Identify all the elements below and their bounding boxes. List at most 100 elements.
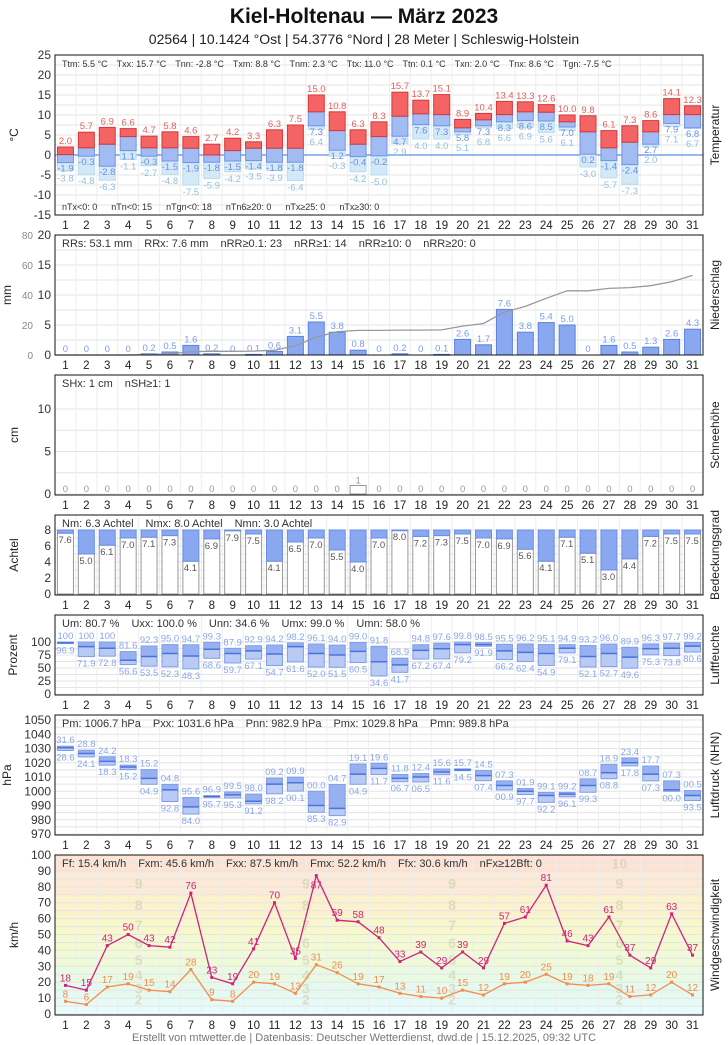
x-tick-label: 17: [394, 600, 407, 612]
min-bar: [537, 111, 555, 122]
tgmin-label: -5.0: [371, 177, 387, 188]
stat: Tgn: -7.5 °C: [563, 59, 612, 69]
precip-label: 0: [126, 344, 131, 355]
mean_max-label: 19: [269, 972, 281, 983]
mean_max-point: [252, 980, 256, 984]
max-label: 89.9: [621, 636, 640, 647]
y-tick-label: 1020: [24, 756, 51, 770]
beaufort-label: 8: [302, 897, 310, 913]
max-label: 100: [58, 631, 74, 642]
lower-range-bar: [140, 656, 158, 667]
gust-label: 29: [645, 956, 657, 967]
mean_max-point: [586, 983, 590, 987]
y-tick-label: 0: [44, 487, 51, 501]
x-tick-label: 6: [167, 500, 173, 512]
x-tick-label: 28: [623, 700, 636, 712]
gust-point: [377, 936, 381, 940]
gust-point: [189, 891, 193, 895]
precip-label: 0: [585, 344, 590, 355]
gust-label: 29: [436, 956, 448, 967]
lower-range-bar: [433, 648, 451, 660]
gust-label: 70: [269, 891, 281, 902]
cloud-label: 6.9: [205, 541, 218, 552]
upper-range-bar: [391, 657, 409, 666]
y-tick-label: 90: [38, 864, 52, 878]
min-label: 54.7: [265, 668, 284, 679]
mean_max-point: [523, 980, 527, 984]
y-tick-label: 10: [38, 991, 52, 1005]
y-tick-label: 980: [31, 813, 51, 827]
beaufort-band: [55, 915, 703, 935]
stat: RRs: 53.1 mm: [62, 238, 132, 250]
max-bar: [349, 129, 367, 145]
x-tick-label: 30: [665, 600, 678, 612]
mean_max-point: [461, 988, 465, 992]
x-tick-label: 27: [603, 840, 616, 852]
min-label: 67.2: [412, 661, 431, 672]
tmax-label: 13.3: [516, 91, 535, 102]
y-tick-label: 100: [31, 848, 51, 862]
x-tick-label: 19: [435, 600, 448, 612]
stat: nFx≥12Bft: 0: [480, 858, 542, 870]
snow-label: 0: [209, 484, 214, 495]
max-bar: [203, 143, 221, 156]
max-label: 98.0: [244, 783, 263, 794]
max-bar: [328, 111, 346, 132]
y-tick-label: 5: [44, 128, 51, 142]
lower-range-bar: [516, 651, 534, 663]
cloud-bar: [161, 529, 179, 537]
tmax-label: 8.9: [456, 108, 469, 119]
snow-label: 0: [376, 484, 381, 495]
lower-range-bar: [537, 795, 555, 803]
x-tick-label: 21: [477, 600, 490, 612]
cloud-bar: [516, 529, 534, 550]
tmin-label: 8.3: [498, 123, 511, 134]
precip-label: 0: [84, 344, 89, 355]
lower-range-bar: [203, 648, 221, 659]
min-label: 75.3: [641, 657, 660, 668]
snow-label: 0: [188, 484, 193, 495]
mean_max-point: [231, 999, 235, 1003]
beaufort-label: 8: [135, 897, 143, 913]
x-tick-label: 28: [623, 1020, 636, 1032]
mean_max-label: 15: [457, 978, 469, 989]
min-label: 79.2: [453, 655, 472, 666]
mean_max-label: 17: [373, 975, 385, 986]
x-tick-label: 9: [229, 1020, 235, 1032]
precip-bar: [349, 349, 367, 356]
mean_max-point: [356, 982, 360, 986]
mean_max-label: 18: [582, 973, 594, 984]
cloud-bar: [600, 529, 618, 571]
tmin-label: 6.8: [686, 129, 699, 140]
x-tick-label: 27: [603, 700, 616, 712]
mean_max-label: 12: [645, 983, 657, 994]
upper-range-bar: [663, 780, 681, 791]
x-tick-label: 8: [209, 600, 215, 612]
gust-label: 46: [562, 929, 574, 940]
gust-label: 37: [687, 943, 699, 954]
max-bar: [182, 136, 200, 149]
snow-label: 0: [606, 484, 611, 495]
x-tick-label: 1: [62, 600, 68, 612]
mean_max-label: 25: [541, 962, 553, 973]
min-label: 59.7: [223, 665, 242, 676]
precip-label: 1.6: [602, 334, 615, 345]
stats-line: SHx: 1 cm nSH≥1: 1: [62, 378, 171, 390]
mean_max-point: [440, 996, 444, 1000]
cloud-label: 7.1: [560, 539, 573, 550]
precip-bar: [182, 344, 200, 356]
stat: nRR≥20: 0: [423, 238, 476, 250]
max-label: 98.5: [474, 632, 493, 643]
tgmin-label: -5.9: [204, 181, 220, 192]
footer-credits: Erstellt von mtwetter.de | Datenbasis: D…: [131, 1032, 597, 1044]
x-tick-label: 31: [686, 700, 699, 712]
y-tick-label: 75: [38, 648, 52, 662]
gust-label: 33: [394, 950, 406, 961]
x-tick-label: 2: [83, 500, 89, 512]
upper-range-bar: [265, 777, 283, 785]
precip-bar: [454, 338, 472, 356]
max-label: 15.2: [140, 759, 159, 770]
x-tick-label: 28: [623, 500, 636, 512]
beaufort-label: 3: [615, 981, 623, 997]
cloud-label: 7.9: [226, 533, 239, 544]
